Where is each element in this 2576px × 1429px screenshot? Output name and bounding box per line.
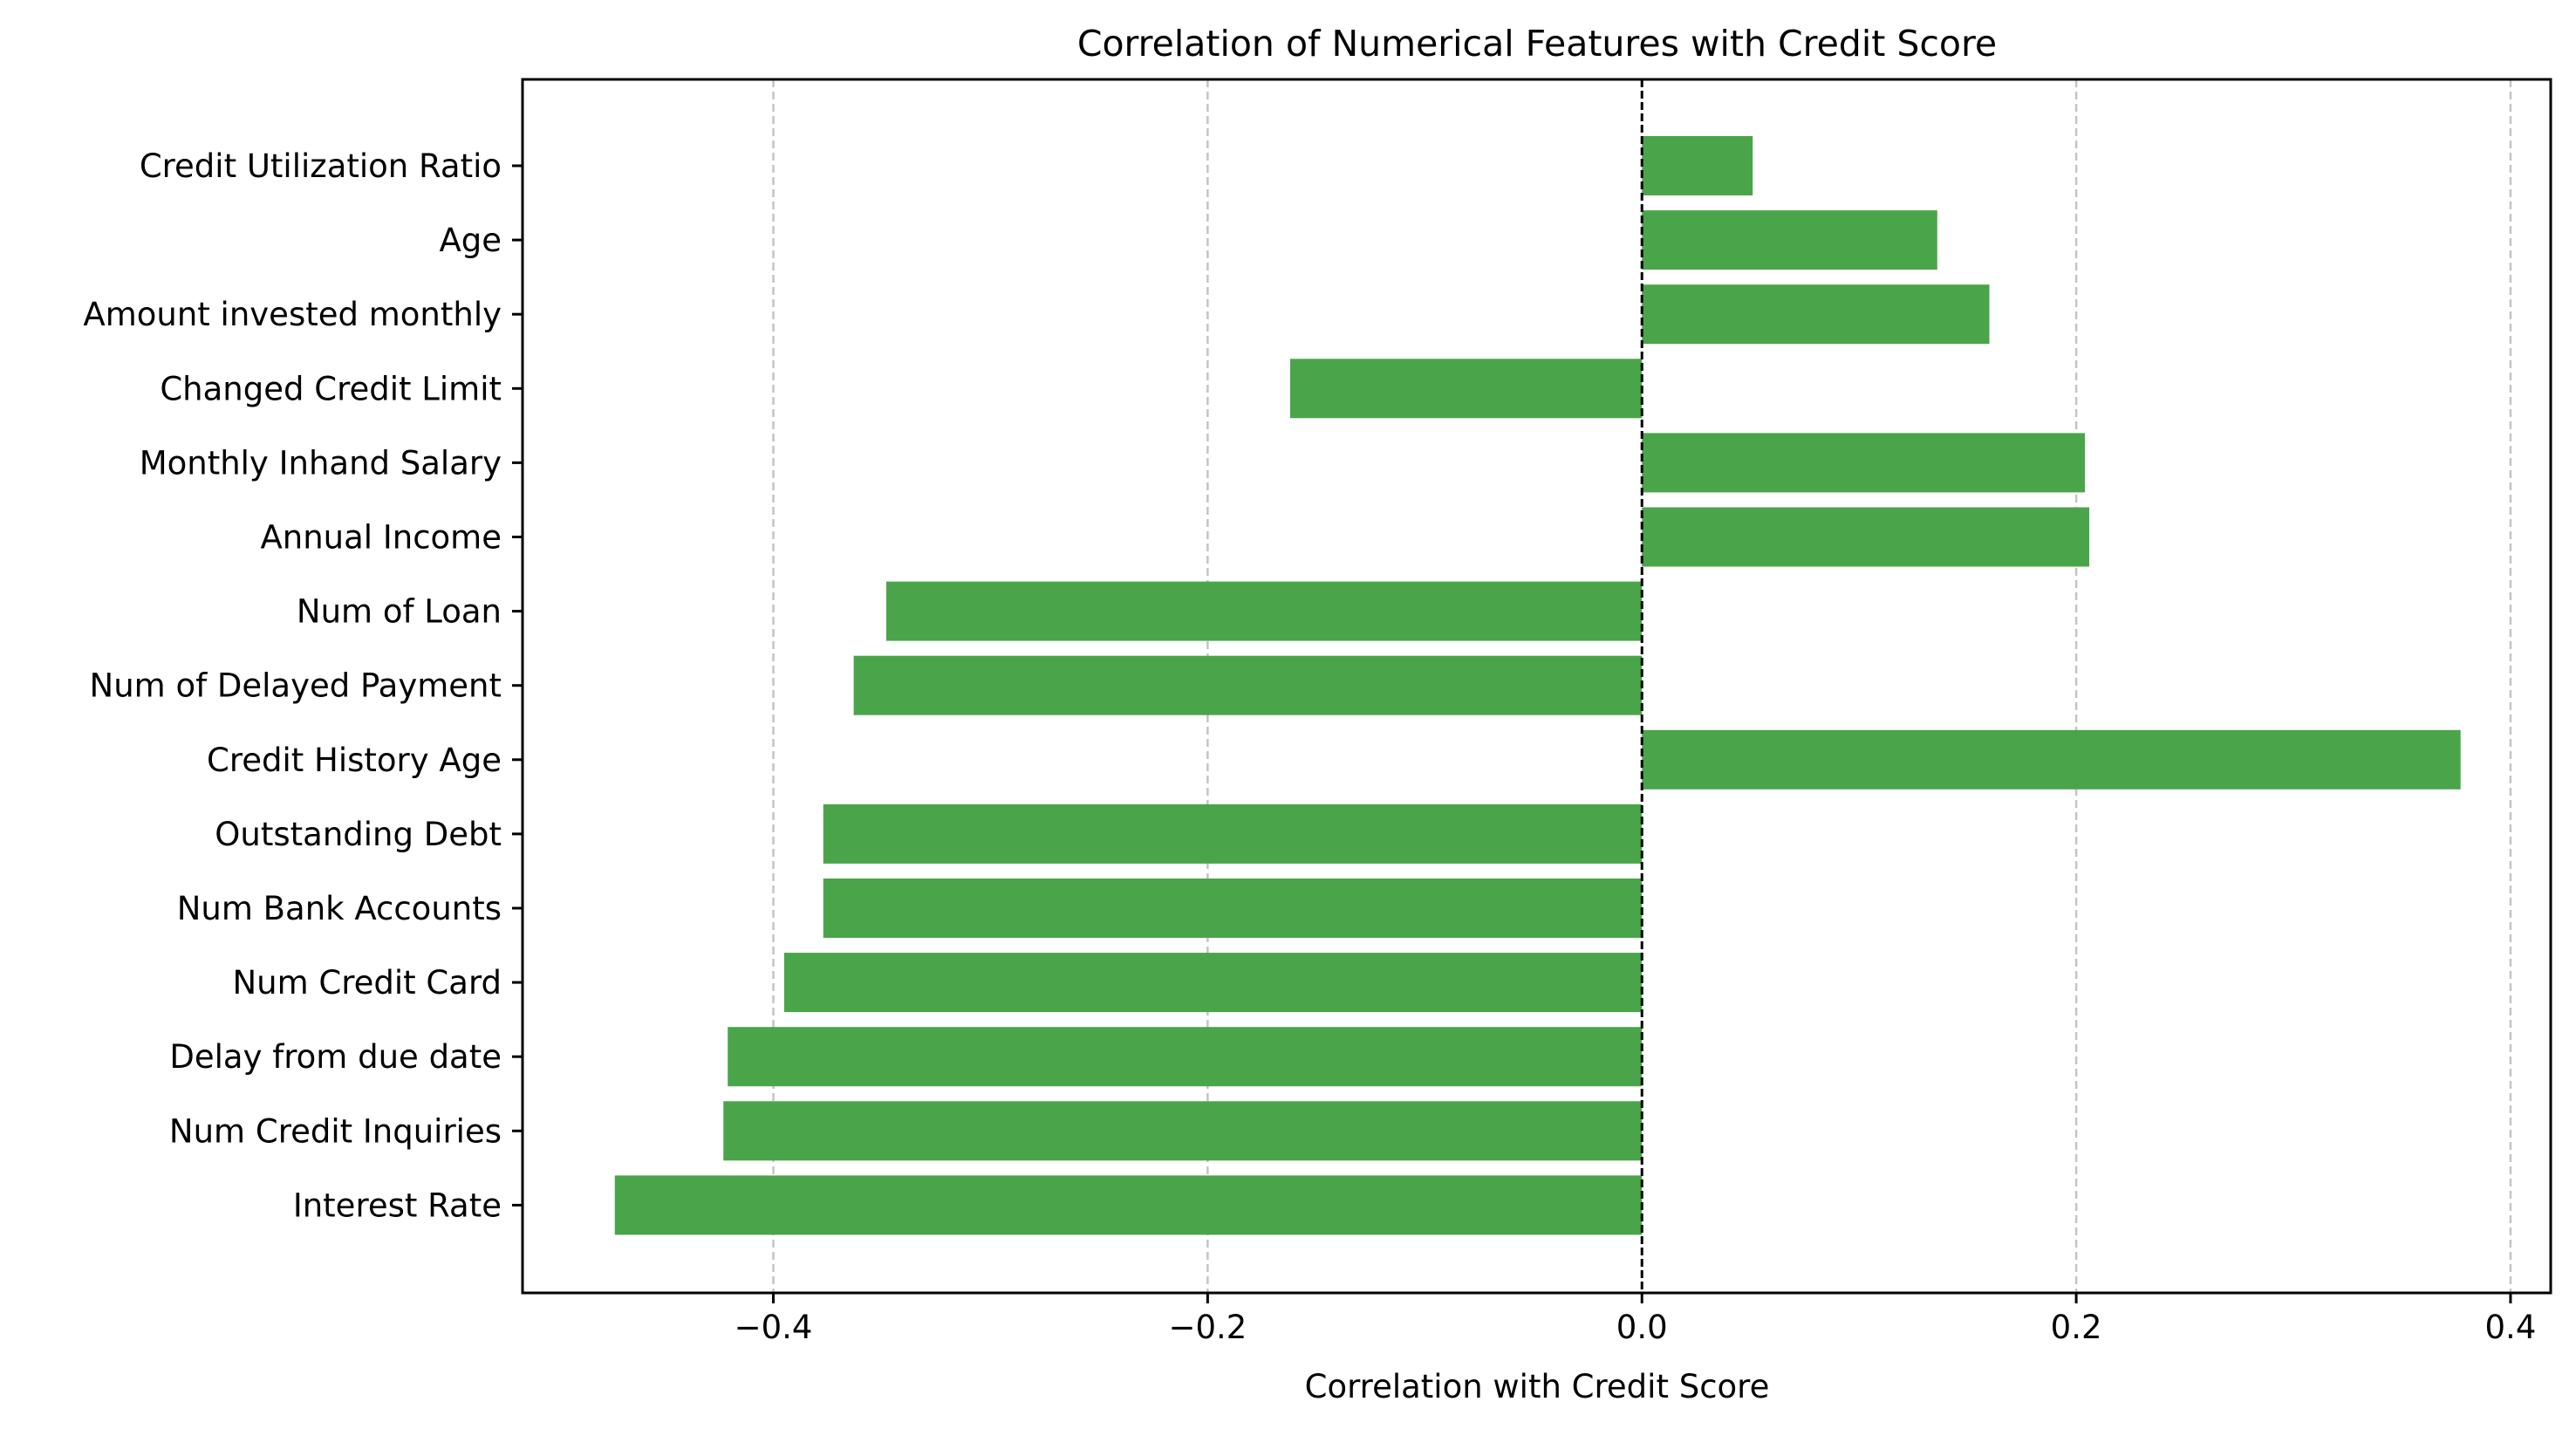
bar — [823, 803, 1643, 864]
y-tick-label: Num of Delayed Payment — [90, 667, 502, 705]
bar — [728, 1027, 1643, 1087]
y-tick-label: Annual Income — [260, 519, 502, 557]
x-axis-ticks: −0.4 −0.2 0.0 0.2 0.4 — [735, 1293, 2537, 1346]
y-tick-label: Num Bank Accounts — [177, 890, 502, 927]
bars — [614, 136, 2461, 1235]
bar — [853, 655, 1643, 715]
y-tick-label: Num of Loan — [297, 593, 502, 631]
bar — [1289, 359, 1643, 419]
y-tick-label: Credit Utilization Ratio — [140, 147, 502, 185]
bar — [1642, 507, 2090, 567]
x-tick-label: 0.2 — [2051, 1309, 2102, 1346]
y-tick-label: Interest Rate — [293, 1186, 502, 1224]
bar — [1642, 729, 2461, 790]
bar — [1642, 433, 2086, 493]
x-axis-label: Correlation with Credit Score — [1305, 1368, 1770, 1405]
y-tick-label: Age — [439, 222, 502, 259]
bar — [614, 1175, 1643, 1235]
y-tick-label: Outstanding Debt — [215, 816, 502, 853]
bar — [1642, 284, 1990, 345]
x-tick-label: −0.4 — [735, 1309, 813, 1346]
bar — [783, 953, 1643, 1013]
bar — [823, 879, 1643, 938]
bar — [1642, 210, 1937, 270]
y-tick-label: Delay from due date — [169, 1038, 502, 1076]
grid-lines — [772, 79, 2512, 1293]
chart-title: Correlation of Numerical Features with C… — [1077, 23, 1997, 65]
bar — [723, 1101, 1643, 1161]
y-tick-label: Num Credit Inquiries — [169, 1112, 502, 1150]
y-tick-label: Num Credit Card — [232, 964, 502, 1002]
x-tick-label: 0.0 — [1616, 1309, 1668, 1346]
y-tick-label: Changed Credit Limit — [160, 370, 502, 407]
y-tick-label: Monthly Inhand Salary — [140, 444, 502, 482]
x-tick-label: −0.2 — [1168, 1309, 1247, 1346]
y-tick-label: Amount invested monthly — [83, 296, 502, 333]
bar — [1642, 136, 1753, 195]
y-tick-label: Credit History Age — [207, 742, 502, 779]
y-axis-ticks: Credit Utilization Ratio Age Amount invest… — [83, 147, 523, 1224]
x-tick-label: 0.4 — [2485, 1309, 2537, 1346]
bar — [885, 581, 1643, 641]
